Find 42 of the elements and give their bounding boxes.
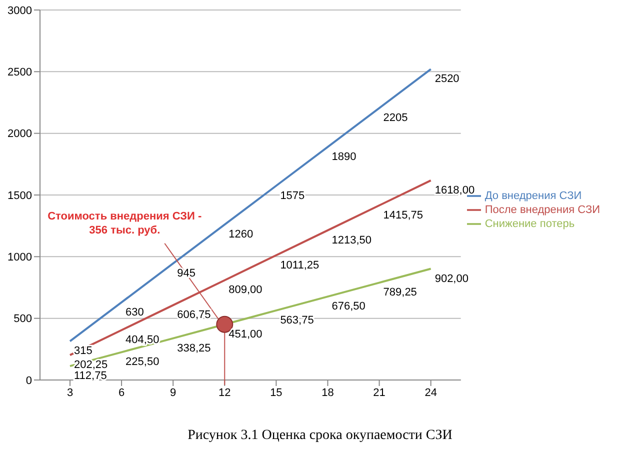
x-tick-label: 3 [66,386,74,399]
y-tick-label: 2000 [8,128,32,140]
data-label: 1618,00 [434,184,475,196]
data-label: 112,75 [74,370,107,382]
data-label: 2205 [383,112,408,124]
x-tick-label: 24 [424,386,437,399]
data-label: 451,00 [228,328,262,340]
data-label: 1575 [280,190,305,202]
data-label: 563,75 [280,314,314,326]
x-tick-label: 9 [170,386,176,399]
data-label: 809,00 [228,284,262,296]
x-tick-label: 18 [322,386,334,399]
data-label: 676,50 [332,300,366,313]
data-label: 202,25 [74,359,108,372]
x-tick-label: 21 [373,386,386,399]
data-label: 338,25 [177,342,211,354]
y-tick-label: 500 [14,313,32,326]
y-tick-label: 3000 [8,4,32,17]
text: Рисунок 3.1 Оценка срока окупаемости СЗИ [186,428,454,444]
y-tick-label: 1500 [8,190,32,202]
data-label: 1260 [228,228,254,241]
x-tick-label: 15 [270,386,282,399]
legend-label: После внедрения СЗИ [484,204,600,216]
data-label: 1011,25 [280,259,320,272]
data-label: 2520 [434,73,460,86]
data-label: 606,75 [177,309,211,322]
data-label: 789,25 [383,286,417,299]
data-label: 225,50 [126,356,160,368]
data-label: 404,50 [126,334,160,346]
data-label: 1415,75 [383,209,424,222]
data-label: 1213,50 [332,234,372,246]
x-tick-label: 6 [118,386,125,399]
data-label: 630 [126,306,144,318]
data-label: 902,00 [434,272,468,285]
data-label: 1890 [332,150,356,163]
y-tick-label: 0 [26,374,32,387]
legend-label: Снижение потерь [484,218,575,230]
x-tick-label: 12 [218,386,231,399]
y-tick-label: 1000 [8,252,32,264]
y-tick-label: 2500 [8,66,32,79]
legend-label: До внедрения СЗИ [484,190,582,202]
annotation: Стоимость внедрения СЗИ - 356 тыс. руб. [48,210,202,236]
